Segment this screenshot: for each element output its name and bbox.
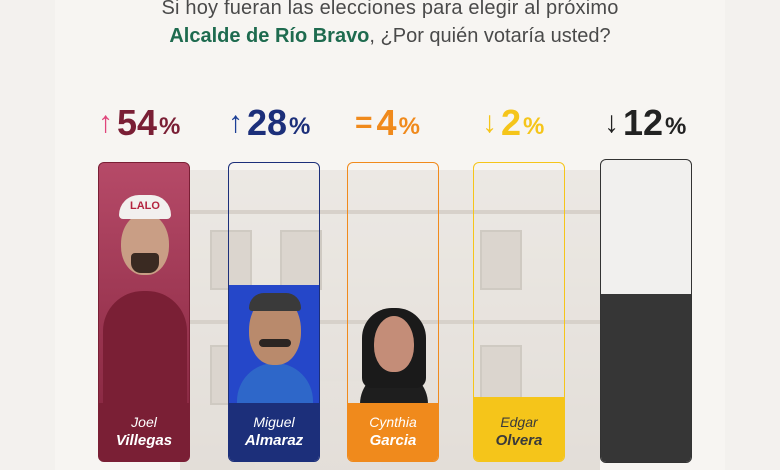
candidate-name: Cynthia Garcia xyxy=(348,403,438,461)
question-rest: , ¿Por quién votaría usted? xyxy=(369,25,611,47)
candidate-first-name: Edgar xyxy=(500,414,538,430)
candidate-first-name: Joel xyxy=(131,414,157,430)
stat-garcia: = 4 % xyxy=(355,100,420,146)
candidate-column-olvera: Edgar Olvera xyxy=(473,162,565,462)
stat-value: 4 xyxy=(376,102,397,143)
candidate-column-villegas: LALO Joel Villegas xyxy=(98,162,190,462)
vote-share-fill xyxy=(601,294,691,462)
survey-question-line2: Alcalde de Río Bravo, ¿Por quién votaría… xyxy=(0,25,780,48)
stat-almaraz: ↑ 28 % xyxy=(228,100,310,146)
candidate-last-name: Garcia xyxy=(369,432,417,449)
candidate-name: Miguel Almaraz xyxy=(229,403,319,461)
trend-up-icon: ↑ xyxy=(228,106,243,139)
stat-undecided: ↓ 12 % xyxy=(604,100,686,146)
stat-percent-sign: % xyxy=(159,113,181,140)
candidate-name: Edgar Olvera xyxy=(474,403,564,461)
stat-percent-sign: % xyxy=(398,113,420,140)
survey-question-line1: Si hoy fueran las elecciones para elegir… xyxy=(161,0,619,19)
stat-value: 54 xyxy=(117,102,158,143)
candidate-last-name: Olvera xyxy=(495,432,543,449)
stat-percent-sign: % xyxy=(289,113,311,140)
candidate-column-almaraz: Miguel Almaraz xyxy=(228,162,320,462)
candidate-photo: LALO xyxy=(99,163,189,411)
vote-share-fill xyxy=(474,397,564,403)
trend-down-icon: ↓ xyxy=(604,106,619,139)
stat-percent-sign: % xyxy=(665,113,687,140)
candidate-photo xyxy=(348,308,438,410)
candidate-column-garcia: Cynthia Garcia xyxy=(347,162,439,462)
stat-villegas: ↑ 54 % xyxy=(98,100,180,146)
undecided-column xyxy=(600,159,692,463)
candidate-last-name: Almaraz xyxy=(244,432,304,449)
candidate-name: Joel Villegas xyxy=(99,403,189,461)
candidate-first-name: Cynthia xyxy=(369,414,417,430)
stat-value: 12 xyxy=(623,102,664,143)
stat-olvera: ↓ 2 % xyxy=(482,100,544,146)
stat-percent-sign: % xyxy=(523,113,545,140)
candidate-last-name: Villegas xyxy=(115,432,173,449)
trend-down-icon: ↓ xyxy=(482,106,497,139)
stat-value: 2 xyxy=(501,102,522,143)
stat-value: 28 xyxy=(247,102,288,143)
office-highlight: Alcalde de Río Bravo xyxy=(169,25,370,47)
candidate-first-name: Miguel xyxy=(253,414,295,430)
trend-equal-icon: = xyxy=(355,106,373,139)
cap-logo: LALO xyxy=(119,195,171,219)
candidate-photo xyxy=(229,285,319,413)
trend-up-icon: ↑ xyxy=(98,106,113,139)
